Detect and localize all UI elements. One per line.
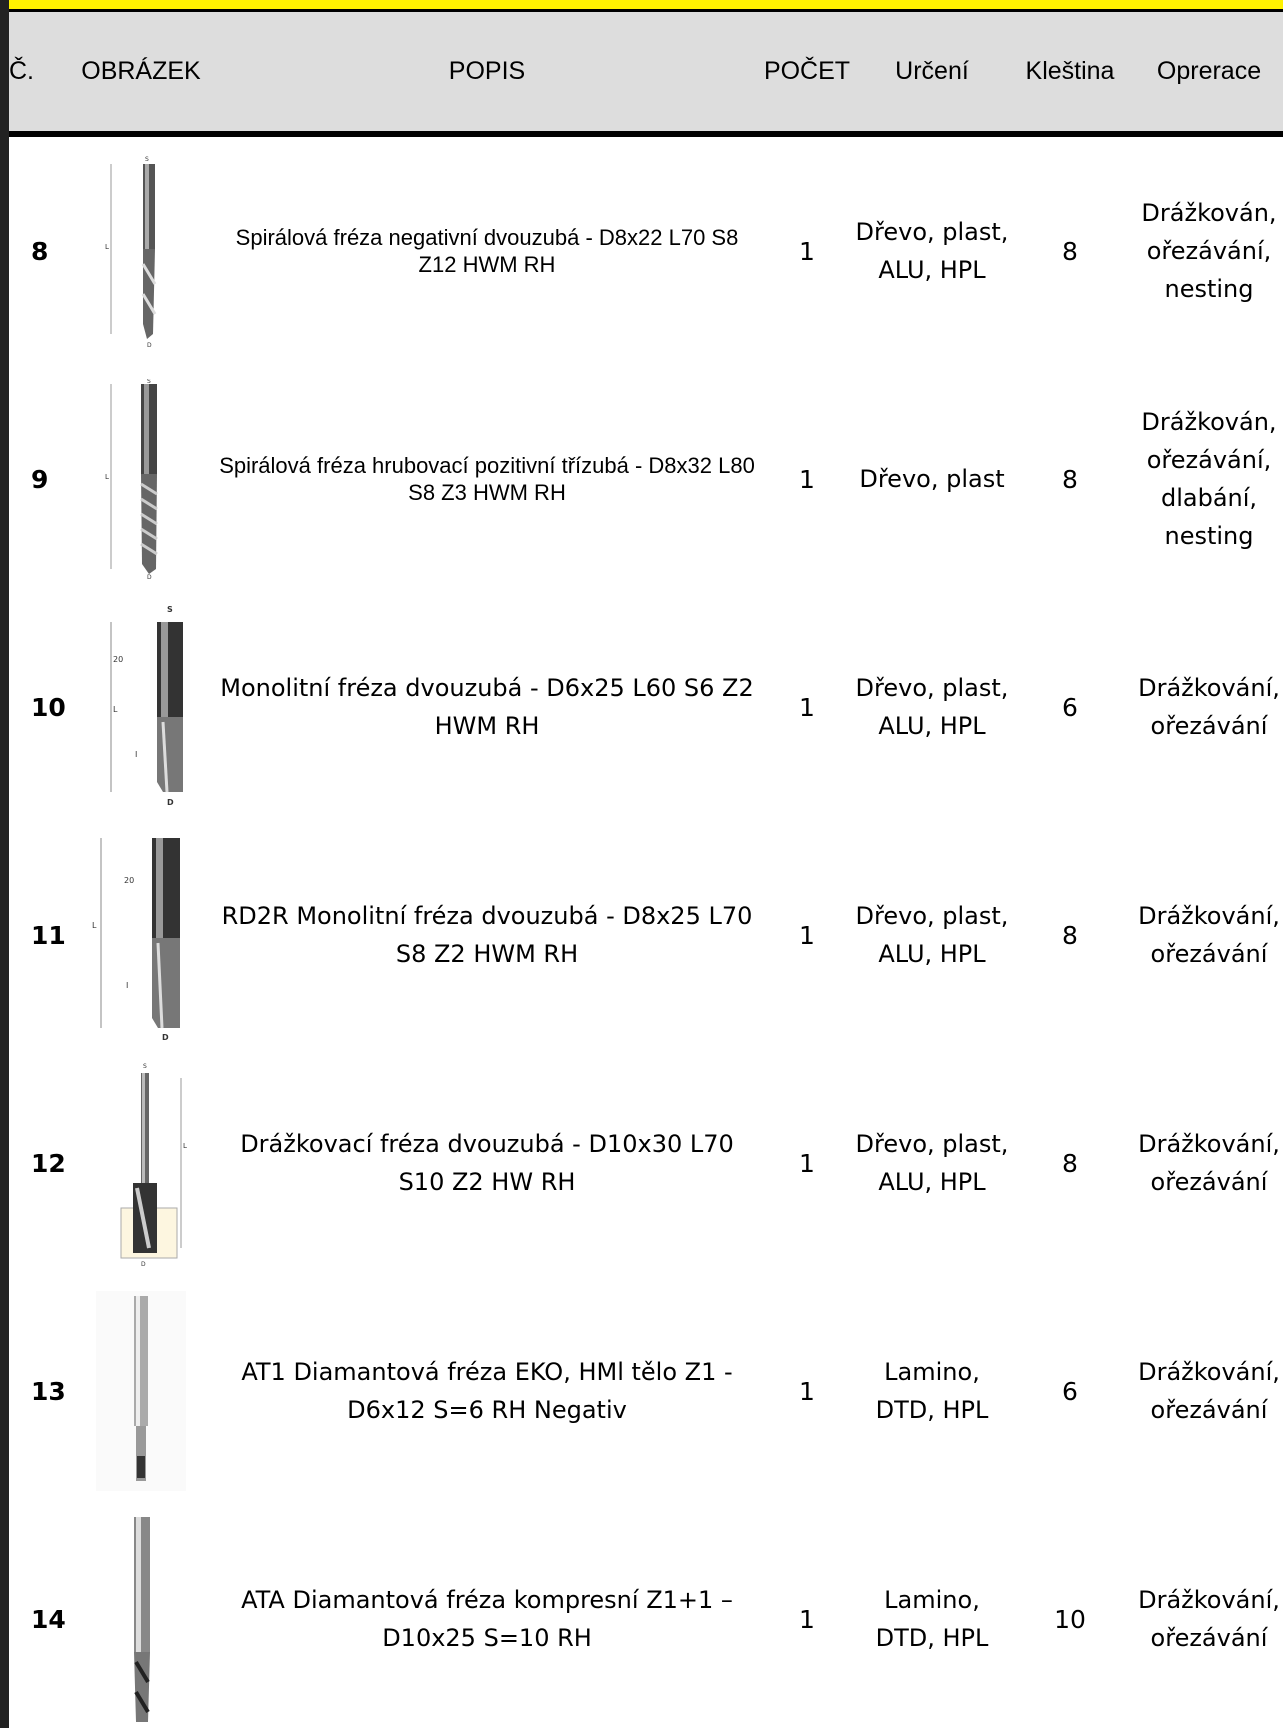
row-operation: Drážkování, ořezávání — [1138, 1130, 1280, 1196]
row-quantity: 1 — [799, 692, 815, 722]
row-description: Drážkovací fréza dvouzubá - D10x30 L70 S… — [240, 1130, 734, 1196]
header-image: OBRÁZEK — [81, 57, 201, 85]
row-description: Spirálová fréza hrubovací pozitivní tříz… — [219, 453, 755, 505]
label-s: S — [145, 156, 149, 163]
router-bit-image — [71, 1505, 211, 1733]
label-l: L — [92, 921, 97, 930]
header-collet: Kleština — [1025, 57, 1115, 85]
label-s: S — [143, 1063, 147, 1070]
row-operation: Drážkován, ořezávání, dlabání, nesting — [1141, 408, 1277, 550]
diamond-bit-icon — [96, 1291, 186, 1491]
label-20: 20 — [124, 876, 134, 885]
groove-bit-icon: L I S D — [120, 1063, 187, 1268]
row-number: 8 — [31, 236, 49, 266]
row-usage: Dřevo, plast — [859, 465, 1005, 493]
label-d: D — [162, 1033, 169, 1042]
table-row: 9 L S D Spirálová fréza hrubovací poziti… — [9, 365, 1283, 593]
row-description: ATA Diamantová fréza kompresní Z1+1 – D1… — [241, 1586, 733, 1652]
label-l: L — [183, 1142, 187, 1150]
monolithic-bit-icon: L 20 I D — [92, 837, 180, 1042]
row-operation: Drážkování, ořezávání — [1138, 902, 1280, 968]
row-collet: 8 — [1062, 1148, 1078, 1178]
row-quantity: 1 — [799, 236, 815, 266]
row-usage: Dřevo, plast, ALU, HPL — [855, 674, 1009, 740]
row-collet: 10 — [1054, 1604, 1086, 1634]
row-usage: Lamino, DTD, HPL — [875, 1586, 989, 1652]
label-s: S — [167, 605, 173, 614]
header-operation: Oprerace — [1156, 57, 1262, 85]
table-header: Č. OBRÁZEK POPIS POČET Určení Kleština O… — [9, 12, 1283, 137]
row-quantity: 1 — [799, 1148, 815, 1178]
table-row: 10 20 L I S D Monolitní fréza dvouzubá -… — [9, 593, 1283, 821]
router-bit-image — [71, 1277, 211, 1505]
row-number: 11 — [31, 920, 66, 950]
row-usage: Dřevo, plast, ALU, HPL — [855, 902, 1009, 968]
table-row: 14 ATA Diamantová fréza kompresní Z1+1 –… — [9, 1505, 1283, 1733]
router-bit-image: L S D — [71, 365, 211, 593]
label-l: L — [105, 243, 109, 251]
router-bit-image: 20 L I S D — [71, 593, 211, 821]
header-number: Č. — [9, 57, 34, 85]
monolithic-bit-icon: 20 L I S D — [110, 605, 183, 807]
row-quantity: 1 — [799, 1604, 815, 1634]
row-usage: Dřevo, plast, ALU, HPL — [855, 1130, 1009, 1196]
compression-bit-icon — [134, 1516, 150, 1722]
row-quantity: 1 — [799, 464, 815, 494]
label-20: 20 — [113, 655, 123, 664]
label-i: I — [135, 750, 137, 759]
left-border — [0, 0, 9, 1728]
router-bit-image: L 20 I D — [71, 821, 211, 1049]
row-number: 9 — [31, 464, 49, 494]
header-usage: Určení — [895, 57, 969, 85]
row-description: AT1 Diamantová fréza EKO, HMl tělo Z1 - … — [241, 1358, 733, 1424]
label-s: S — [147, 379, 151, 385]
spiral-bit-icon: L S D — [105, 156, 157, 349]
router-bit-image: L S D — [71, 137, 211, 365]
row-usage: Lamino, DTD, HPL — [875, 1358, 989, 1424]
row-collet: 8 — [1062, 236, 1078, 266]
row-collet: 6 — [1062, 692, 1078, 722]
row-description: Monolitní fréza dvouzubá - D6x25 L60 S6 … — [220, 674, 754, 740]
table-row: 13 AT1 Diamantová fréza EKO, HMl tělo Z1… — [9, 1277, 1283, 1505]
header-description: POPIS — [448, 57, 526, 85]
row-number: 10 — [31, 692, 66, 722]
table-row: 11 L 20 I D RD2R Monolitní fréza dvouzub… — [9, 821, 1283, 1049]
row-usage: Dřevo, plast, ALU, HPL — [855, 218, 1009, 284]
label-i: I — [126, 981, 128, 990]
table-body: 8 L S D Spirálová fréza negativní dvouzu… — [9, 137, 1283, 1733]
row-operation: Drážkován, ořezávání, nesting — [1141, 199, 1277, 303]
top-accent-bar — [0, 0, 1283, 12]
roughing-bit-icon: L S D — [105, 379, 158, 579]
label-d: D — [141, 1261, 146, 1268]
label-l: L — [105, 473, 109, 481]
row-description: RD2R Monolitní fréza dvouzubá - D8x25 L7… — [221, 902, 753, 968]
row-operation: Drážkování, ořezávání — [1138, 1586, 1280, 1652]
row-number: 12 — [31, 1148, 66, 1178]
table-row: 12 L I S D Drážkovací fréza dvouzubá - D… — [9, 1049, 1283, 1277]
label-l: L — [113, 705, 118, 714]
row-quantity: 1 — [799, 920, 815, 950]
row-number: 13 — [31, 1376, 66, 1406]
row-collet: 8 — [1062, 464, 1078, 494]
label-d: D — [147, 342, 152, 349]
router-bit-image: L I S D — [71, 1049, 211, 1277]
row-operation: Drážkování, ořezávání — [1138, 1358, 1280, 1424]
row-quantity: 1 — [799, 1376, 815, 1406]
label-d: D — [147, 574, 152, 579]
header-quantity: POČET — [763, 57, 851, 85]
row-operation: Drážkování, ořezávání — [1138, 674, 1280, 740]
label-d: D — [167, 798, 174, 807]
row-description: Spirálová fréza negativní dvouzubá - D8x… — [235, 225, 739, 277]
row-number: 14 — [31, 1604, 66, 1634]
row-collet: 8 — [1062, 920, 1078, 950]
table-row: 8 L S D Spirálová fréza negativní dvouzu… — [9, 137, 1283, 365]
row-collet: 6 — [1062, 1376, 1078, 1406]
